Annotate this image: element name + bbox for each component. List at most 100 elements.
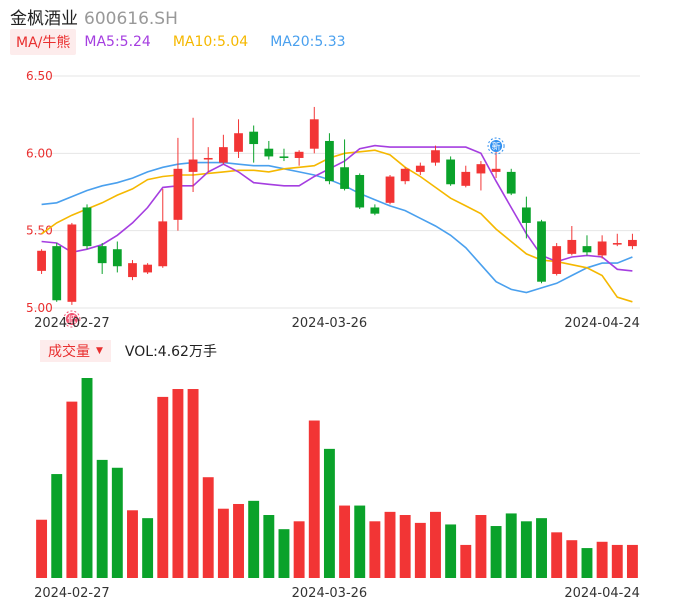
candle-body: [370, 207, 380, 214]
volume-x-tick-label: 2024-04-24: [564, 586, 640, 601]
indicator-selector-button[interactable]: 成交量 ▼: [40, 340, 111, 362]
candle-body: [203, 157, 213, 160]
ma-lines: [41, 144, 633, 303]
volume-bar: [414, 522, 426, 578]
volume-x-tick-label: 2024-02-27: [34, 586, 110, 601]
volume-bar: [430, 511, 441, 578]
y-tick-label: 5.00: [26, 301, 53, 315]
candle-body: [340, 167, 349, 189]
volume-bar: [490, 526, 502, 578]
ma10-value: MA10:5.04: [172, 34, 249, 50]
candle-body: [628, 239, 637, 247]
volume-bar: [384, 511, 396, 578]
price-x-axis: 2024-02-27 2024-03-26 2024-04-24: [34, 316, 640, 331]
volume-x-axis: 2024-02-27 2024-03-26 2024-04-24: [34, 586, 640, 601]
volume-bar: [96, 459, 108, 578]
volume-bar: [369, 521, 381, 578]
volume-x-tick-label: 2024-03-26: [292, 586, 368, 601]
volume-legend: 成交量 ▼ VOL:4.62万手: [40, 340, 217, 362]
volume-bar: [127, 510, 138, 578]
markers: 低新: [63, 137, 505, 328]
volume-bar: [293, 521, 305, 578]
volume-bar: [202, 477, 214, 578]
volume-bar: [217, 508, 229, 578]
ma5-value: MA5:5.24: [84, 34, 151, 50]
candle-body: [491, 168, 501, 172]
indicator-selector-label: 成交量: [48, 344, 90, 360]
marker-ring: [63, 310, 81, 328]
candle-body: [218, 147, 228, 163]
y-tick-label: 6.50: [26, 69, 53, 83]
volume-bar: [520, 521, 532, 578]
volume-bar: [626, 544, 638, 578]
volume-bar: [581, 548, 593, 578]
candle-body: [506, 171, 516, 194]
volume-bar: [308, 420, 320, 578]
stock-title: 金枫酒业 600616.SH: [10, 4, 178, 29]
marker-ring: [487, 137, 505, 155]
volume-bar: [36, 519, 48, 578]
candle-body: [143, 264, 153, 273]
volume-bar: [187, 389, 199, 578]
volume-value: VOL:4.62万手: [124, 344, 217, 360]
volume-bar: [51, 474, 63, 578]
marker-dot: [490, 140, 503, 152]
candle-body: [567, 239, 577, 254]
ma5-line: [41, 144, 633, 272]
ma20-line: [41, 161, 633, 294]
candle-body: [279, 156, 289, 158]
volume-bar: [475, 515, 487, 578]
candle-body: [309, 119, 319, 149]
candle-body: [67, 224, 77, 302]
x-tick-label: 2024-04-24: [564, 316, 640, 331]
caret-down-icon: ▼: [96, 346, 103, 356]
volume-bar: [323, 448, 335, 578]
volume-bar: [263, 515, 275, 578]
ma-legend: MA/牛熊 MA5:5.24 MA10:5.04 MA20:5.33: [10, 29, 368, 55]
candle-body: [128, 263, 137, 278]
candle-body: [264, 148, 274, 157]
volume-bar: [566, 540, 578, 578]
marker-label: 新: [492, 141, 501, 153]
volume-bar: [611, 544, 623, 578]
volume-bar: [172, 389, 184, 578]
candle-body: [446, 159, 456, 185]
candle-body: [294, 151, 304, 158]
candle-body: [521, 207, 531, 223]
candle-body: [385, 176, 395, 203]
candle-body: [234, 133, 243, 152]
x-tick-label: 2024-03-26: [292, 316, 368, 331]
stock-name: 金枫酒业: [10, 9, 78, 29]
candle-body: [249, 131, 259, 145]
candle-body: [52, 246, 62, 301]
volume-bar: [551, 532, 563, 578]
ma-selector-button[interactable]: MA/牛熊: [10, 29, 77, 55]
candle-body: [597, 241, 607, 256]
volume-bar: [536, 518, 547, 578]
candle-body: [612, 243, 622, 245]
volume-bar: [399, 515, 411, 578]
volume-bar: [278, 529, 290, 578]
candle-body: [461, 171, 471, 186]
ma10-line: [41, 149, 633, 303]
ma20-value: MA20:5.33: [270, 34, 346, 50]
candle-body: [97, 246, 107, 264]
x-tick-label: 2024-02-27: [34, 316, 110, 331]
candle-body: [325, 140, 334, 182]
volume-bar: [142, 518, 154, 578]
price-y-axis: 6.50 6.00 5.50 5.00: [26, 69, 53, 315]
candle-body: [355, 174, 365, 208]
y-tick-label: 5.50: [26, 224, 53, 238]
candles: [37, 106, 637, 305]
y-tick-label: 6.00: [26, 146, 53, 160]
volume-bar: [157, 396, 169, 578]
candle-body: [431, 150, 440, 163]
candle-body: [415, 165, 425, 172]
candle-body: [112, 249, 122, 267]
volume-bar: [81, 378, 93, 578]
candle-body: [188, 159, 198, 172]
volume-bar: [111, 467, 123, 578]
marker-dot: [65, 313, 78, 325]
volume-bar: [354, 505, 366, 578]
